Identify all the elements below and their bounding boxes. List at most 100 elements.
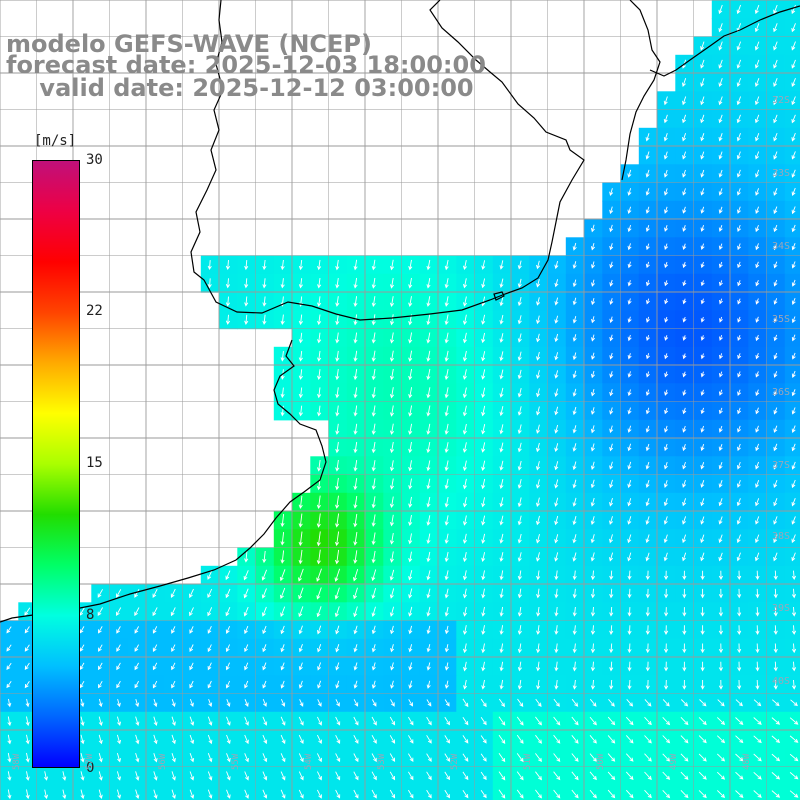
wind-arrow [735, 771, 744, 780]
wind-arrow [171, 753, 176, 763]
wind-arrow [554, 461, 559, 471]
wind-arrow [7, 698, 12, 708]
wind-arrow [773, 188, 778, 196]
wind-cell [711, 0, 731, 19]
wind-arrow [426, 588, 431, 599]
wind-arrow [389, 460, 395, 472]
wind-arrow [389, 771, 396, 781]
wind-arrow [718, 516, 723, 525]
wind-arrow [317, 387, 322, 399]
wind-arrow [353, 680, 358, 689]
wind-cell [784, 693, 800, 713]
wind-arrow [664, 206, 669, 214]
wind-arrow [682, 133, 687, 142]
wind-arrow [700, 607, 705, 617]
wind-arrow [98, 716, 103, 727]
wind-cell [638, 146, 658, 165]
wind-arrow [682, 661, 687, 672]
wind-arrow [517, 278, 522, 288]
wind-cell [565, 237, 585, 257]
wind-cell [456, 419, 476, 439]
wind-arrow [25, 698, 30, 708]
wind-arrow [80, 789, 85, 800]
wind-cell [784, 748, 800, 768]
wind-arrow [389, 588, 395, 599]
wind-arrow [261, 569, 268, 581]
wind-arrow [554, 588, 559, 599]
wind-arrow [389, 368, 395, 381]
wind-cell [164, 620, 184, 640]
wind-arrow [207, 626, 212, 634]
wind-arrow [737, 334, 742, 341]
wind-arrow [755, 588, 760, 599]
wind-arrow [135, 752, 140, 763]
wind-arrow [426, 296, 431, 307]
wind-arrow [700, 335, 705, 341]
wind-arrow [426, 496, 431, 508]
wind-arrow [572, 297, 577, 306]
wind-arrow [226, 716, 231, 726]
wind-arrow [737, 443, 741, 452]
wind-arrow [700, 243, 705, 250]
wind-arrow [481, 387, 486, 399]
wind-arrow [736, 133, 741, 142]
wind-arrow [645, 552, 650, 562]
wind-arrow [426, 680, 431, 689]
wind-arrow [335, 459, 340, 472]
wind-arrow [6, 681, 12, 689]
wind-arrow [737, 224, 741, 232]
wind-arrow [353, 513, 358, 528]
wind-arrow [371, 550, 376, 564]
wind-arrow [754, 23, 760, 33]
wind-arrow [682, 480, 687, 488]
wind-cell [784, 602, 800, 622]
wind-arrow [462, 570, 468, 581]
wind-arrow [773, 479, 778, 488]
wind-arrow [553, 771, 561, 781]
wind-cell [492, 584, 512, 603]
wind-arrow [408, 387, 413, 399]
wind-arrow [591, 279, 596, 287]
wind-arrow [408, 533, 413, 545]
wind-arrow [134, 662, 139, 671]
wind-arrow [444, 606, 449, 617]
wind-arrow [755, 570, 760, 581]
wind-arrow [462, 296, 468, 307]
wind-arrow [718, 261, 723, 269]
wind-arrow [298, 662, 303, 671]
wind-arrow [627, 607, 632, 617]
wind-arrow [408, 350, 413, 362]
wind-cell [310, 784, 330, 800]
wind-arrow [736, 59, 742, 69]
wind-arrow [444, 515, 449, 526]
wind-cell [748, 255, 768, 275]
wind-cell [492, 492, 512, 512]
wind-arrow [607, 771, 616, 781]
wind-arrow [609, 443, 614, 452]
wind-cell [146, 602, 165, 622]
wind-arrow [116, 716, 122, 727]
wind-arrow [390, 625, 395, 635]
wind-arrow [444, 570, 449, 581]
wind-cell [602, 273, 622, 293]
wind-arrow [462, 552, 468, 563]
wind-arrow [481, 442, 486, 453]
wind-cell [492, 365, 512, 384]
wind-cell [91, 584, 111, 603]
wind-cell [200, 565, 220, 585]
wind-arrow [207, 716, 213, 726]
wind-arrow [499, 588, 504, 599]
wind-arrow [280, 351, 285, 362]
wind-arrow [317, 662, 322, 671]
wind-cell [237, 675, 257, 695]
wind-arrow [700, 188, 705, 196]
wind-arrow [718, 4, 723, 15]
wind-arrow [116, 626, 121, 634]
wind-arrow [335, 662, 340, 671]
wind-arrow [207, 662, 212, 671]
wind-arrow [152, 662, 158, 671]
wind-arrow [134, 626, 139, 634]
wind-arrow [262, 716, 268, 726]
wind-arrow [207, 278, 212, 289]
wind-arrow [791, 334, 796, 342]
